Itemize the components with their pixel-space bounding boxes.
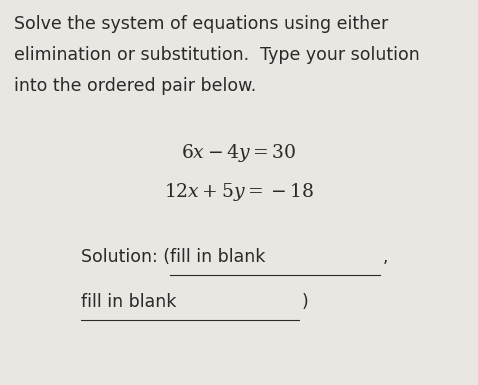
Text: Solve the system of equations using either: Solve the system of equations using eith… — [14, 15, 389, 33]
Text: ,: , — [382, 248, 388, 266]
Text: elimination or substitution.  Type your solution: elimination or substitution. Type your s… — [14, 46, 420, 64]
Text: fill in blank: fill in blank — [81, 293, 177, 311]
Text: $6x - 4y = 30$: $6x - 4y = 30$ — [181, 142, 297, 164]
Text: $12x + 5y = -18$: $12x + 5y = -18$ — [164, 181, 314, 203]
Text: Solution: (fill in blank: Solution: (fill in blank — [81, 248, 266, 266]
Text: ): ) — [301, 293, 308, 311]
Text: into the ordered pair below.: into the ordered pair below. — [14, 77, 257, 95]
